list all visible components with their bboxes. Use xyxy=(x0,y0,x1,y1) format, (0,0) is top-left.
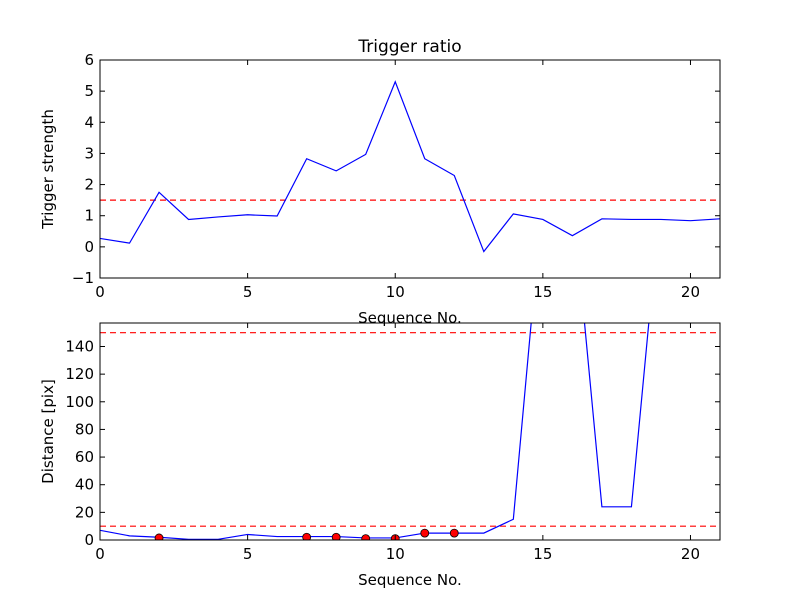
distance-series-line-0 xyxy=(100,323,650,540)
trigger-ytick-label-0: −1 xyxy=(72,269,94,287)
trigger-chart-title: Trigger ratio xyxy=(357,37,461,57)
trigger-xtick-label-1: 5 xyxy=(243,283,253,301)
distance-ytick-label-4: 80 xyxy=(75,420,94,438)
distance-ytick-label-5: 100 xyxy=(65,393,94,411)
trigger-axes-frame xyxy=(99,59,721,279)
distance-ytick-label-2: 40 xyxy=(75,476,94,494)
distance-marker-point-1 xyxy=(302,532,312,540)
distance-x-axis-label: Sequence No. xyxy=(358,571,462,589)
trigger-xtick-label-3: 15 xyxy=(533,283,552,301)
distance-axes-frame xyxy=(99,322,721,541)
distance-marker-point-6 xyxy=(449,528,459,538)
trigger-ytick-label-7: 6 xyxy=(84,51,94,69)
trigger-y-axis-label: Trigger strength xyxy=(39,109,57,230)
distance-marker-point-2 xyxy=(331,532,341,540)
distance-ytick-label-1: 20 xyxy=(75,503,94,521)
distance-marker-point-3 xyxy=(361,534,371,540)
trigger-ytick-label-3: 2 xyxy=(84,176,94,194)
distance-marker-point-5 xyxy=(420,528,430,538)
trigger-ytick-label-4: 3 xyxy=(84,144,94,162)
distance-xtick-label-3: 15 xyxy=(533,545,552,563)
distance-xtick-label-2: 10 xyxy=(386,545,405,563)
distance-plot: 0 5 10 15 20 0 20 40 60 80 100 120 140 Sequence No. Di… xyxy=(39,322,721,589)
distance-xtick-label-4: 20 xyxy=(681,545,700,563)
trigger-data-layer xyxy=(100,80,720,253)
distance-ytick-label-0: 0 xyxy=(84,531,94,549)
trigger-ytick-label-2: 1 xyxy=(84,207,94,225)
distance-xtick-label-0: 0 xyxy=(95,545,105,563)
distance-ytick-label-7: 140 xyxy=(65,337,94,355)
distance-xtick-label-1: 5 xyxy=(243,545,253,563)
trigger-series-line-0 xyxy=(100,80,720,253)
trigger-ytick-label-1: 0 xyxy=(84,238,94,256)
trigger-xtick-label-0: 0 xyxy=(95,283,105,301)
distance-data-layer xyxy=(100,323,720,540)
distance-marker-point-0 xyxy=(154,533,164,540)
trigger-xtick-label-2: 10 xyxy=(386,283,405,301)
trigger-ytick-label-5: 4 xyxy=(84,113,94,131)
distance-ytick-label-6: 120 xyxy=(65,365,94,383)
trigger-xtick-label-4: 20 xyxy=(681,283,700,301)
distance-y-axis-label: Distance [pix] xyxy=(39,379,57,484)
trigger-ytick-label-6: 5 xyxy=(84,82,94,100)
distance-ytick-label-3: 60 xyxy=(75,448,94,466)
trigger-x-axis-label: Sequence No. xyxy=(358,309,462,327)
